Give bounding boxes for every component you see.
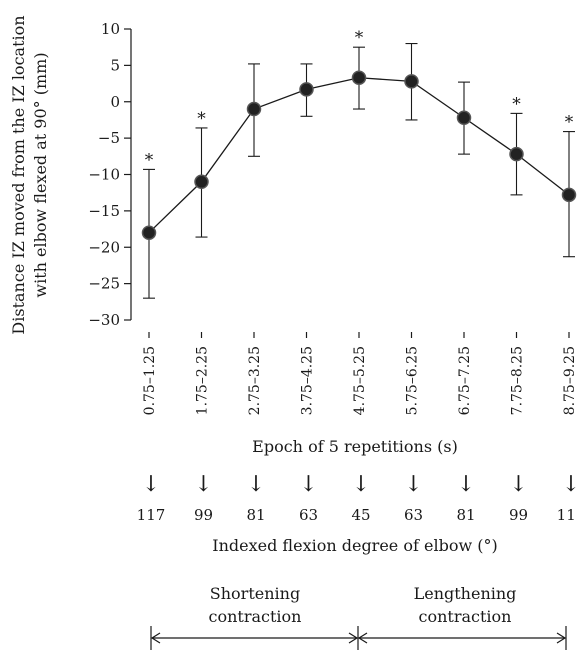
data-point (299, 82, 314, 97)
down-arrow-icon: ↓ (299, 472, 317, 497)
down-arrow-icon: ↓ (247, 472, 265, 497)
data-point (246, 101, 262, 117)
x-tick-label: 1.75–2.25 (195, 346, 211, 415)
y-tick-label: 10 (101, 20, 120, 38)
data-point (509, 146, 524, 162)
data-point (141, 225, 157, 240)
flexion-label: Indexed flexion degree of elbow (°) (212, 536, 497, 555)
significance-star: * (355, 28, 364, 48)
significance-star: * (145, 150, 154, 170)
x-tick-label: 2.75–3.25 (247, 346, 263, 415)
data-point (404, 74, 419, 89)
phase-brackets (150, 626, 567, 650)
x-tick-label: 5.75–6.25 (405, 346, 421, 415)
shortening-arrow-arrowhead-right (348, 632, 359, 644)
down-arrow-icon: ↓ (457, 472, 475, 497)
lengthening-label-line1: Lengthening (414, 584, 517, 603)
y-tick-label: 5 (110, 56, 120, 74)
lengthening-arrow-arrowhead-left (357, 632, 368, 644)
significance-star: * (512, 94, 521, 114)
x-tick-label: 8.75–9.25 (562, 346, 577, 415)
y-tick-label: −30 (88, 311, 120, 329)
data-point (456, 110, 472, 126)
lengthening-label-line2: contraction (419, 607, 512, 626)
x-tick-label: 4.75–5.25 (352, 346, 368, 415)
flexion-degree: 117 (557, 506, 577, 524)
flexion-degree: 63 (404, 506, 423, 524)
shortening-label-line2: contraction (209, 607, 302, 626)
data-point (194, 174, 209, 190)
down-arrow-icon: ↓ (194, 472, 212, 497)
x-tick-label: 3.75–4.25 (300, 346, 316, 415)
flexion-degree: 45 (351, 506, 370, 524)
y-tick-label: 0 (110, 93, 120, 111)
data-point (561, 187, 577, 203)
flexion-degree: 81 (246, 506, 265, 524)
down-arrow-icon: ↓ (562, 472, 577, 497)
x-axis: 0.75–1.25 1.75–2.25 2.75–3.25 3.75–4.25 4.75… (142, 332, 577, 415)
flexion-row: ↓ 117 ↓ 99 ↓ 81 ↓ 63 ↓ 45 ↓ 63 ↓ 81 ↓ 99 ↓ 117 (137, 472, 577, 524)
y-axis-title-line2: with elbow flexed at 90° (mm) (31, 52, 50, 297)
down-arrow-icon: ↓ (404, 472, 422, 497)
down-arrow-icon: ↓ (142, 472, 160, 497)
y-axis: 10 5 0 −5 −10 −15 −20 −25 −30 (88, 20, 132, 329)
significance-star: * (197, 109, 206, 129)
flexion-degree: 63 (299, 506, 318, 524)
lengthening-arrow-arrowhead-right (556, 632, 567, 644)
y-tick-label: −25 (88, 275, 120, 293)
plot-area: * * * * * (141, 28, 577, 299)
data-point (351, 70, 367, 85)
flexion-degree: 99 (509, 506, 528, 524)
flexion-degree: 81 (456, 506, 475, 524)
down-arrow-icon: ↓ (509, 472, 527, 497)
flexion-degree: 117 (137, 506, 166, 524)
y-axis-title-line1: Distance IZ moved from the IZ location (9, 15, 28, 334)
flexion-degree: 99 (194, 506, 213, 524)
shortening-arrow-arrowhead-left (150, 632, 161, 644)
x-tick-label: 6.75–7.25 (457, 346, 473, 415)
x-tick-label: 0.75–1.25 (142, 346, 158, 415)
x-tick-label: 7.75–8.25 (510, 346, 526, 415)
y-tick-label: −5 (98, 129, 120, 147)
y-tick-label: −10 (88, 166, 120, 184)
shortening-label-line1: Shortening (210, 584, 300, 603)
x-axis-title: Epoch of 5 repetitions (s) (252, 437, 458, 456)
y-tick-label: −15 (88, 202, 120, 220)
y-tick-label: −20 (88, 238, 120, 256)
significance-star: * (565, 113, 574, 133)
down-arrow-icon: ↓ (352, 472, 370, 497)
